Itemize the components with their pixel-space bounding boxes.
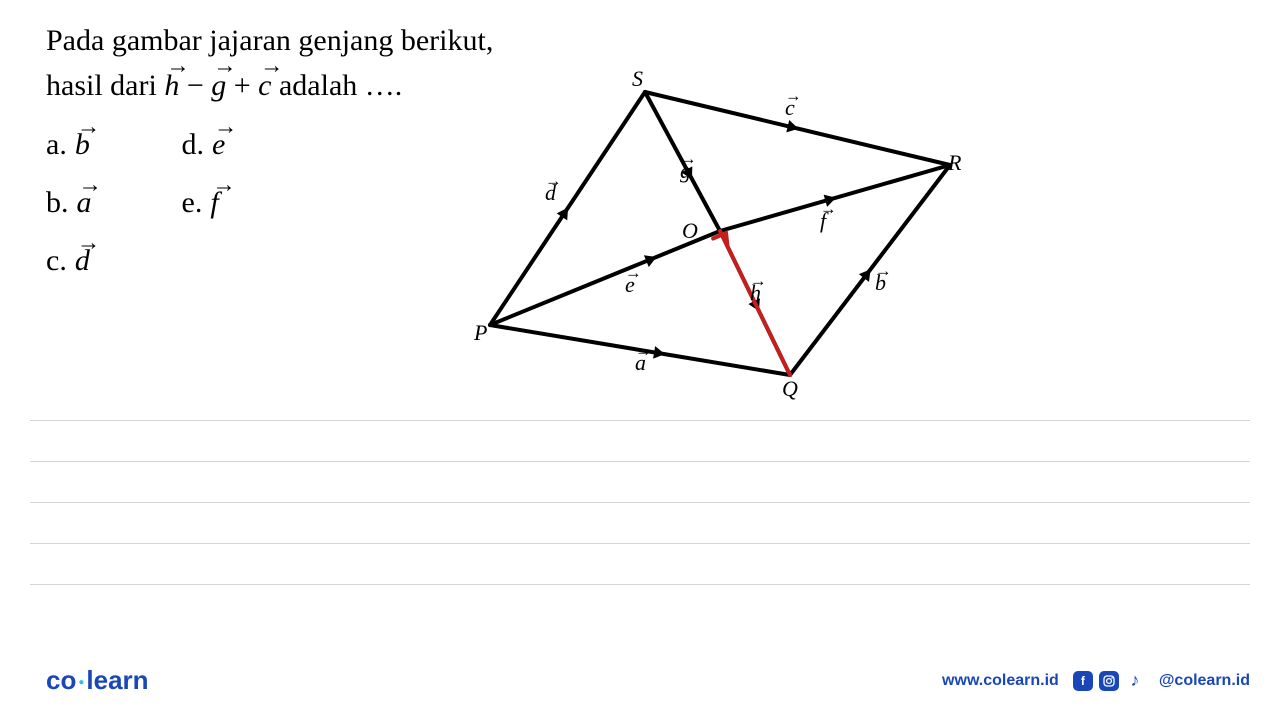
- parallelogram-diagram: PQRSOabcdefgh: [450, 80, 970, 410]
- options-col-1: a.b b.a c.d: [46, 128, 92, 278]
- point-label: S: [632, 66, 643, 92]
- website-url: www.colearn.id: [942, 672, 1059, 690]
- vector-label: b: [875, 270, 886, 296]
- vector-h: h: [164, 63, 179, 108]
- rule-line: [30, 584, 1250, 585]
- brand-logo: co●learn: [46, 665, 149, 696]
- option-b: b.a: [46, 186, 92, 220]
- vector-label: a: [635, 350, 646, 376]
- instagram-icon: [1099, 671, 1119, 691]
- facebook-icon: f: [1073, 671, 1093, 691]
- option-letter: c.: [46, 244, 67, 277]
- vector-label: d: [545, 180, 556, 206]
- option-vector: b: [75, 128, 90, 162]
- point-label: O: [682, 218, 698, 244]
- point-label: R: [948, 150, 961, 176]
- vector-label: c: [785, 95, 795, 121]
- option-letter: e.: [182, 186, 203, 219]
- option-a: a.b: [46, 128, 92, 162]
- logo-co: co: [46, 665, 76, 695]
- vector-label: e: [625, 272, 635, 298]
- vector-c: c: [258, 63, 271, 108]
- social-handle: @colearn.id: [1159, 672, 1250, 690]
- rule-line: [30, 461, 1250, 462]
- option-vector: a: [77, 186, 92, 220]
- point-label: Q: [782, 376, 798, 402]
- vector-label: g: [680, 158, 691, 184]
- rule-line: [30, 420, 1250, 421]
- rule-line: [30, 543, 1250, 544]
- option-vector: d: [75, 244, 90, 278]
- q-prefix: hasil dari: [46, 69, 164, 102]
- option-c: c.d: [46, 244, 92, 278]
- point-label: P: [474, 320, 487, 346]
- vector-label: f: [820, 208, 826, 234]
- option-letter: d.: [182, 128, 205, 161]
- option-letter: a.: [46, 128, 67, 161]
- option-vector: e: [212, 128, 225, 162]
- option-e: e.f: [182, 186, 226, 220]
- vector-label: h: [750, 280, 761, 306]
- footer: co●learn www.colearn.id f ♪ @colearn.id: [46, 665, 1250, 696]
- diagram-svg: [450, 80, 970, 410]
- footer-right: www.colearn.id f ♪ @colearn.id: [942, 671, 1250, 691]
- q-suffix: adalah ….: [271, 69, 402, 102]
- vector-g: g: [211, 63, 226, 108]
- social-icons: f ♪: [1073, 671, 1145, 691]
- options-col-2: d.e e.f: [182, 128, 226, 278]
- option-d: d.e: [182, 128, 226, 162]
- option-letter: b.: [46, 186, 69, 219]
- option-vector: f: [210, 186, 218, 220]
- logo-learn: learn: [86, 665, 148, 695]
- tiktok-icon: ♪: [1125, 671, 1145, 691]
- ruled-lines: [30, 420, 1250, 625]
- rule-line: [30, 502, 1250, 503]
- logo-dot-icon: ●: [78, 677, 84, 688]
